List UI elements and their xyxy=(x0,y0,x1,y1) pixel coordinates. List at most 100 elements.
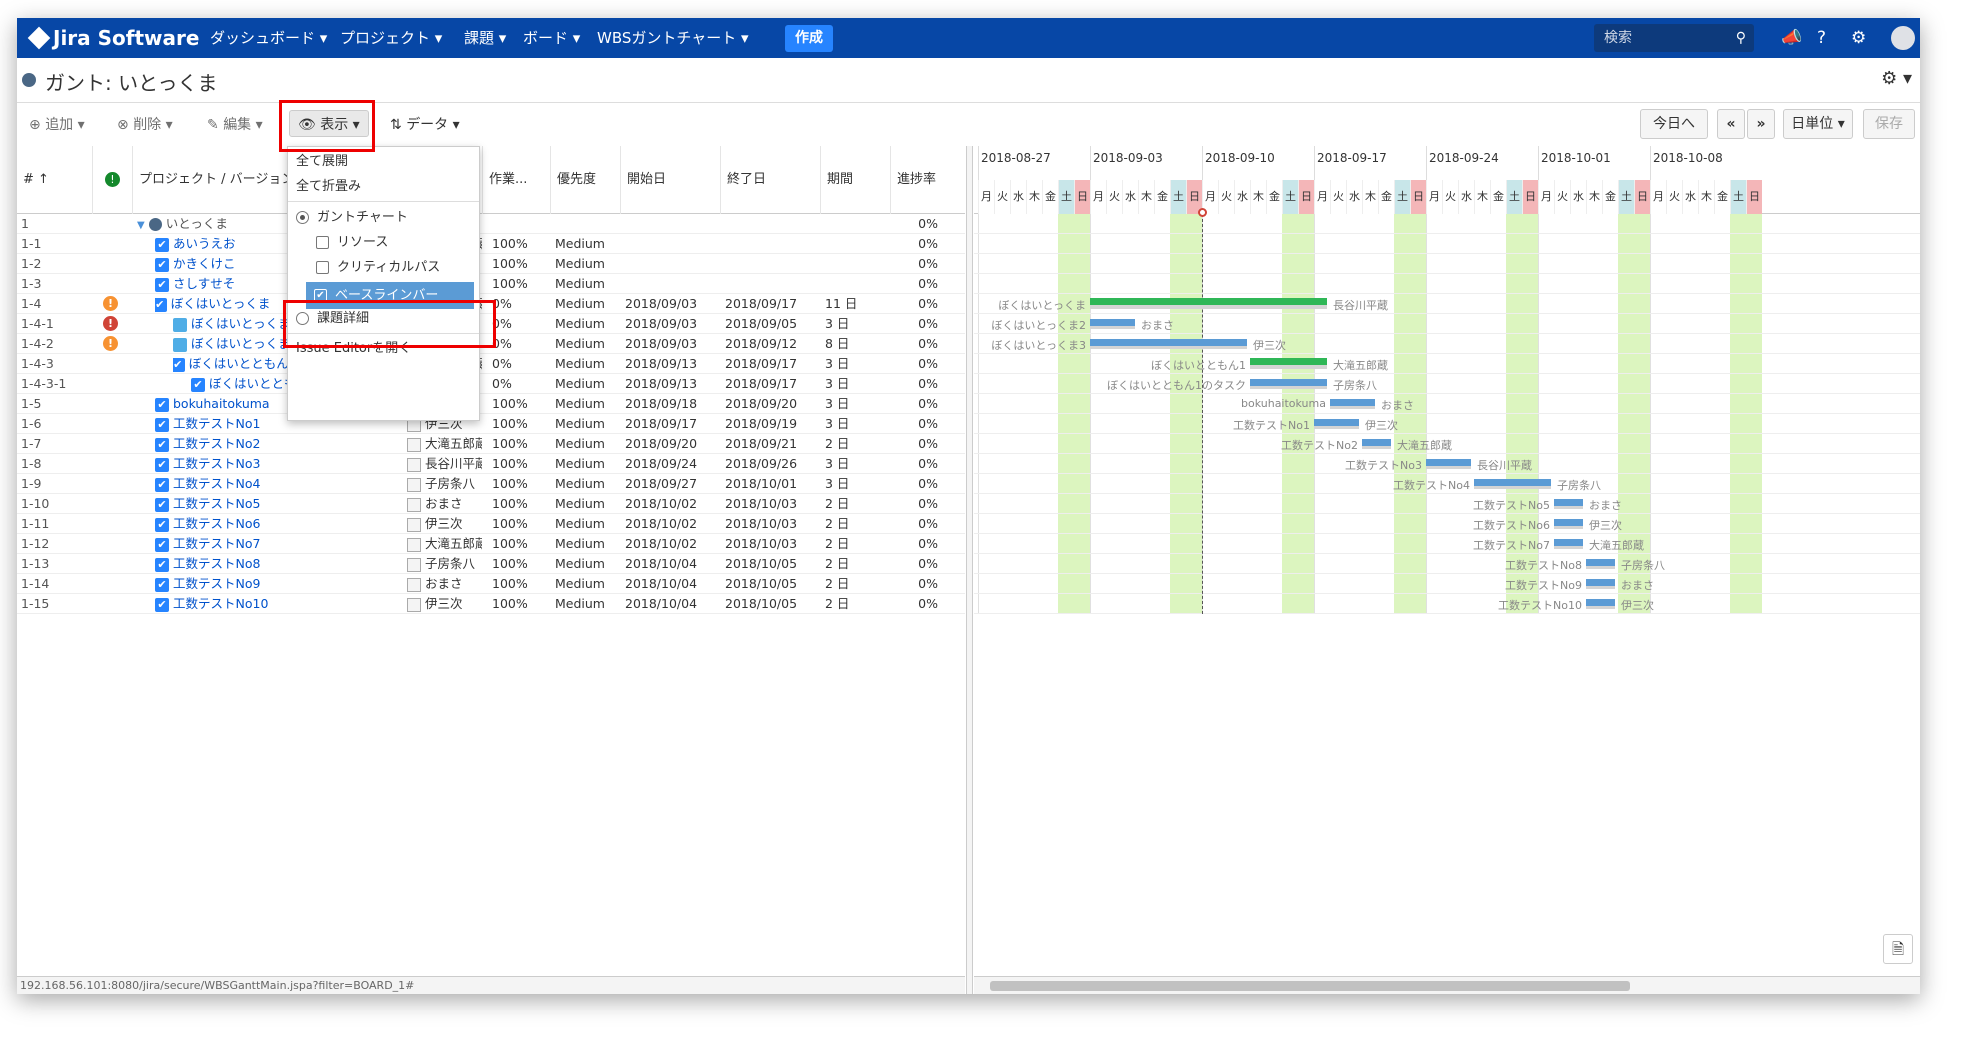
row-name[interactable]: ▼✔ぼくはいとともん1 xyxy=(173,354,397,374)
row-name[interactable]: ✔ 工数テストNo10 xyxy=(155,594,397,614)
menu-expand-all[interactable]: 全て展開 xyxy=(296,154,349,169)
row-name-text[interactable]: あいうえお xyxy=(173,236,236,251)
document-icon[interactable]: 🗎 xyxy=(1883,934,1913,964)
row-name[interactable]: ✔ さしすせそ xyxy=(155,274,397,294)
menu-resource[interactable]: リソース xyxy=(288,230,479,255)
settings-icon[interactable]: ⚙ xyxy=(1851,28,1867,48)
table-row[interactable]: 1-4-1!ぼくはいとっくま2おまさ0%Medium2018/09/032018… xyxy=(17,314,965,334)
row-name-text[interactable]: 工数テストNo1 xyxy=(173,416,261,431)
row-name[interactable]: ✔ かきくけこ xyxy=(155,254,397,274)
data-button[interactable]: ⇅ データ ▾ xyxy=(390,117,460,133)
megaphone-icon[interactable]: 📣 xyxy=(1781,28,1803,48)
table-row[interactable]: 1 ▼ いとっくま 0% xyxy=(17,214,965,234)
table-row[interactable]: 1-15 ✔ 工数テストNo10 伊三次 100% Medium 2018/10/04 201… xyxy=(17,594,965,614)
gantt-bar[interactable] xyxy=(1426,459,1471,466)
next-button[interactable]: » xyxy=(1747,109,1775,139)
gantt-bar[interactable] xyxy=(1250,379,1327,386)
header-project[interactable]: プロジェクト / バージョン xyxy=(132,146,402,214)
help-icon[interactable]: ? xyxy=(1817,28,1827,48)
view-button[interactable]: 👁 表示 ▾ xyxy=(289,110,369,137)
table-row[interactable]: 1-14 ✔ 工数テストNo9 おまさ 100% Medium 2018/10/04 2018… xyxy=(17,574,965,594)
row-name-text[interactable]: ぼくはいとっくま xyxy=(170,296,271,311)
add-button[interactable]: ⊕ 追加 ▾ xyxy=(29,117,85,133)
nav-dashboard[interactable]: ダッシュボード ▾ xyxy=(210,29,328,47)
row-name[interactable]: ぼくはいとっくま2 xyxy=(173,314,397,334)
nav-issues[interactable]: 課題 ▾ xyxy=(464,29,507,47)
gantt-bar[interactable] xyxy=(1554,519,1583,526)
row-name[interactable]: ▼ いとっくま xyxy=(137,214,397,234)
gantt-bar[interactable] xyxy=(1586,599,1615,606)
header-work[interactable]: 作業... xyxy=(482,146,550,214)
header-start[interactable]: 開始日 xyxy=(620,146,720,214)
gantt-bar[interactable] xyxy=(1090,319,1135,326)
gantt-bar[interactable] xyxy=(1586,579,1615,586)
jira-logo-icon[interactable] xyxy=(27,26,51,50)
app-logo[interactable]: Jira Software xyxy=(53,26,200,50)
row-name[interactable]: ▼✔ぼくはいとっくま xyxy=(155,294,397,314)
expand-chevron-icon[interactable]: ▼ xyxy=(137,220,145,231)
today-button[interactable]: 今日へ xyxy=(1640,109,1708,139)
row-name-text[interactable]: 工数テストNo7 xyxy=(173,536,261,551)
avatar[interactable] xyxy=(1891,26,1915,50)
menu-baseline-bar[interactable]: ✔ ベースラインバー xyxy=(306,282,474,309)
menu-critical-path[interactable]: クリティカルパス xyxy=(288,255,479,280)
gantt-bar[interactable] xyxy=(1474,479,1551,486)
row-name-text[interactable]: 工数テストNo9 xyxy=(173,576,261,591)
row-name-text[interactable]: 工数テストNo3 xyxy=(173,456,261,471)
row-name[interactable]: ✔ 工数テストNo5 xyxy=(155,494,397,514)
row-name[interactable]: ✔ 工数テストNo1 xyxy=(155,414,397,434)
gantt-bar[interactable] xyxy=(1090,339,1247,346)
row-name[interactable]: ✔ 工数テストNo4 xyxy=(155,474,397,494)
table-row[interactable]: 1-10 ✔ 工数テストNo5 おまさ 100% Medium 2018/10/02 2018… xyxy=(17,494,965,514)
edit-button[interactable]: ✎ 編集 ▾ xyxy=(207,117,263,133)
table-row[interactable]: 1-7 ✔ 工数テストNo2 大滝五郎蔵 100% Medium 2018/09/20 201… xyxy=(17,434,965,454)
gantt-bar[interactable] xyxy=(1250,358,1327,365)
gantt-scrollbar[interactable] xyxy=(974,976,1920,994)
row-name[interactable]: ✔ 工数テストNo3 xyxy=(155,454,397,474)
gantt-bar[interactable] xyxy=(1554,539,1583,546)
gear-icon[interactable]: ⚙ ▾ xyxy=(1881,68,1912,89)
row-name-text[interactable]: 工数テストNo4 xyxy=(173,476,261,491)
table-row[interactable]: 1-12 ✔ 工数テストNo7 大滝五郎蔵 100% Medium 2018/10/02 20… xyxy=(17,534,965,554)
delete-button[interactable]: ⊗ 削除 ▾ xyxy=(117,117,173,133)
header-priority[interactable]: 優先度 xyxy=(550,146,620,214)
menu-gantt-chart[interactable]: ガントチャート xyxy=(288,205,479,230)
row-name[interactable]: ✔ 工数テストNo9 xyxy=(155,574,397,594)
scroll-thumb[interactable] xyxy=(990,981,1630,991)
row-name-text[interactable]: 工数テストNo10 xyxy=(173,596,269,611)
row-name-text[interactable]: 工数テストNo2 xyxy=(173,436,261,451)
row-name[interactable]: ✔ 工数テストNo8 xyxy=(155,554,397,574)
row-name[interactable]: ✔ bokuhaitokuma xyxy=(155,394,397,414)
create-button[interactable]: 作成 xyxy=(785,25,833,52)
row-name[interactable]: ✔ 工数テストNo6 xyxy=(155,514,397,534)
table-row[interactable]: 1-5✔bokuhaitokumaおまさ100%Medium2018/09/18… xyxy=(17,394,965,414)
gantt-bar[interactable] xyxy=(1362,439,1391,446)
nav-boards[interactable]: ボード ▾ xyxy=(523,29,581,47)
splitter[interactable] xyxy=(966,146,973,994)
header-end[interactable]: 終了日 xyxy=(720,146,820,214)
nav-projects[interactable]: プロジェクト ▾ xyxy=(340,29,443,47)
row-name[interactable]: ✔ あいうえお xyxy=(155,234,397,254)
table-row[interactable]: 1-4-3▼✔ぼくはいとともん1大滝五郎蔵0%Medium2018/09/132… xyxy=(17,354,965,374)
table-row[interactable]: 1-11 ✔ 工数テストNo6 伊三次 100% Medium 2018/10/02 2018… xyxy=(17,514,965,534)
gantt-bar[interactable] xyxy=(1554,499,1583,506)
row-name-text[interactable]: かきくけこ xyxy=(173,256,236,271)
unit-select[interactable]: 日単位 ▾ xyxy=(1783,109,1853,139)
row-name-text[interactable]: bokuhaitokuma xyxy=(173,396,270,411)
menu-collapse-all[interactable]: 全て折畳み xyxy=(296,179,362,194)
row-name[interactable]: ✔ 工数テストNo2 xyxy=(155,434,397,454)
table-row[interactable]: 1-2 ✔ かきくけこ 100% Medium 0% xyxy=(17,254,965,274)
row-name-text[interactable]: 工数テストNo8 xyxy=(173,556,261,571)
table-row[interactable]: 1-4-2!ぼくはいとっくま3伊三次0%Medium2018/09/032018… xyxy=(17,334,965,354)
nav-wbs-gantt[interactable]: WBSガントチャート ▾ xyxy=(597,29,749,47)
table-row[interactable]: 1-13 ✔ 工数テストNo8 子房条八 100% Medium 2018/10/04 201… xyxy=(17,554,965,574)
menu-open-issue-editor[interactable]: Issue Editorを開く xyxy=(296,341,412,356)
row-name-text[interactable]: 工数テストNo6 xyxy=(173,516,261,531)
row-name-text[interactable]: 工数テストNo5 xyxy=(173,496,261,511)
table-row[interactable]: 1-3 ✔ さしすせそ 100% Medium 0% xyxy=(17,274,965,294)
row-name[interactable]: ✔ 工数テストNo7 xyxy=(155,534,397,554)
gantt-bar[interactable] xyxy=(1586,559,1615,566)
row-name-text[interactable]: ぼくはいとっくま2 xyxy=(191,316,299,331)
table-row[interactable]: 1-6 ✔ 工数テストNo1 伊三次 100% Medium 2018/09/17 2018/… xyxy=(17,414,965,434)
